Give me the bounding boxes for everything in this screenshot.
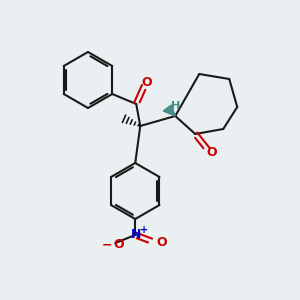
Text: +: +	[140, 225, 148, 235]
Text: N: N	[131, 229, 141, 242]
Polygon shape	[163, 105, 175, 116]
Text: O: O	[156, 236, 166, 250]
Text: H: H	[171, 101, 180, 111]
Text: O: O	[113, 238, 124, 251]
Text: O: O	[206, 146, 217, 160]
Text: O: O	[141, 76, 152, 88]
Text: −: −	[102, 238, 112, 251]
